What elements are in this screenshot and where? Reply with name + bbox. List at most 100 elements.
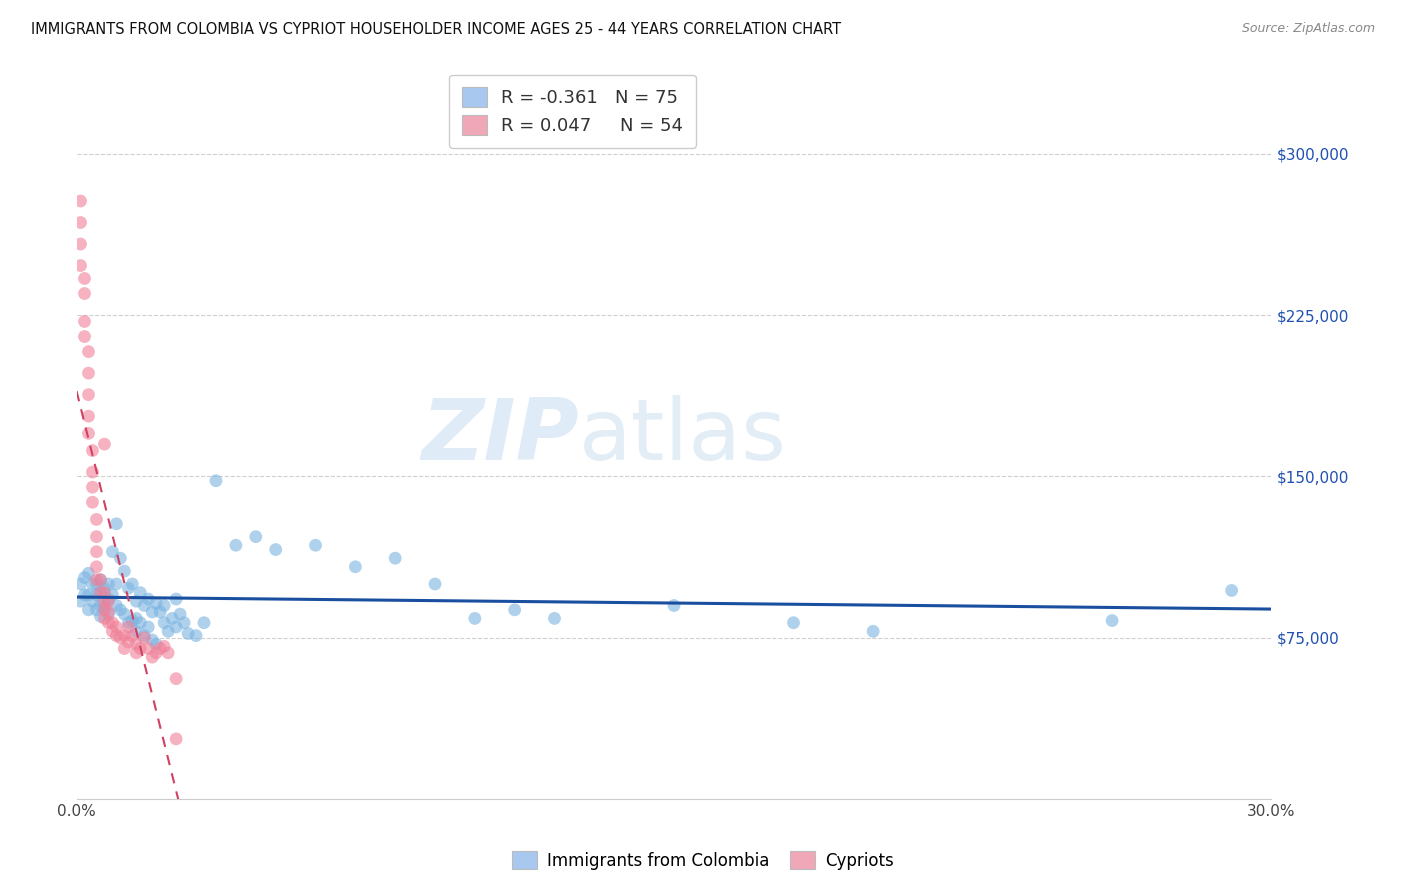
Point	[110, 551, 132, 566]
Point	[69, 577, 91, 591]
Point	[423, 577, 446, 591]
Point	[141, 650, 163, 665]
Point	[145, 646, 167, 660]
Point	[136, 620, 159, 634]
Point	[101, 545, 124, 559]
Point	[503, 603, 526, 617]
Point	[77, 426, 100, 441]
Point	[93, 585, 115, 599]
Point	[165, 592, 187, 607]
Point	[134, 629, 156, 643]
Point	[117, 615, 139, 630]
Point	[782, 615, 804, 630]
Point	[105, 629, 128, 643]
Point	[73, 314, 96, 328]
Point	[89, 609, 111, 624]
Point	[86, 573, 108, 587]
Point	[117, 582, 139, 596]
Point	[169, 607, 191, 621]
Legend: R = -0.361   N = 75, R = 0.047     N = 54: R = -0.361 N = 75, R = 0.047 N = 54	[449, 75, 696, 148]
Point	[121, 629, 143, 643]
Point	[862, 624, 884, 639]
Point	[82, 495, 104, 509]
Text: atlas: atlas	[578, 394, 786, 477]
Point	[105, 599, 128, 613]
Point	[121, 614, 143, 628]
Point	[73, 329, 96, 343]
Point	[245, 530, 267, 544]
Point	[110, 603, 132, 617]
Point	[93, 611, 115, 625]
Point	[69, 215, 91, 229]
Point	[153, 599, 176, 613]
Point	[1101, 614, 1123, 628]
Text: ZIP: ZIP	[420, 394, 578, 477]
Point	[77, 588, 100, 602]
Point	[69, 594, 91, 608]
Point	[125, 611, 148, 625]
Point	[101, 588, 124, 602]
Point	[173, 615, 195, 630]
Point	[73, 271, 96, 285]
Point	[69, 194, 91, 208]
Point	[177, 626, 200, 640]
Point	[69, 237, 91, 252]
Point	[160, 611, 183, 625]
Point	[82, 480, 104, 494]
Point	[134, 631, 156, 645]
Point	[205, 474, 228, 488]
Point	[82, 465, 104, 479]
Point	[165, 620, 187, 634]
Point	[77, 566, 100, 581]
Point	[86, 530, 108, 544]
Point	[101, 615, 124, 630]
Point	[225, 538, 247, 552]
Point	[193, 615, 215, 630]
Point	[384, 551, 406, 566]
Point	[112, 641, 135, 656]
Point	[93, 599, 115, 613]
Point	[464, 611, 486, 625]
Point	[136, 592, 159, 607]
Point	[149, 605, 172, 619]
Point	[86, 559, 108, 574]
Point	[121, 577, 143, 591]
Point	[82, 443, 104, 458]
Point	[86, 588, 108, 602]
Point	[86, 577, 108, 591]
Point	[93, 437, 115, 451]
Point	[153, 615, 176, 630]
Point	[82, 577, 104, 591]
Point	[112, 564, 135, 578]
Point	[304, 538, 326, 552]
Point	[77, 409, 100, 424]
Legend: Immigrants from Colombia, Cypriots: Immigrants from Colombia, Cypriots	[506, 845, 900, 877]
Point	[264, 542, 287, 557]
Point	[125, 594, 148, 608]
Point	[145, 637, 167, 651]
Point	[125, 624, 148, 639]
Point	[97, 605, 120, 619]
Point	[662, 599, 685, 613]
Point	[129, 641, 152, 656]
Point	[77, 603, 100, 617]
Point	[97, 594, 120, 608]
Point	[89, 585, 111, 599]
Point	[69, 259, 91, 273]
Point	[105, 516, 128, 531]
Point	[110, 631, 132, 645]
Point	[117, 620, 139, 634]
Point	[97, 592, 120, 607]
Point	[1220, 583, 1243, 598]
Point	[153, 640, 176, 654]
Point	[89, 573, 111, 587]
Point	[112, 607, 135, 621]
Point	[112, 629, 135, 643]
Point	[77, 387, 100, 401]
Point	[73, 286, 96, 301]
Point	[136, 641, 159, 656]
Point	[77, 366, 100, 380]
Text: Source: ZipAtlas.com: Source: ZipAtlas.com	[1241, 22, 1375, 36]
Point	[101, 624, 124, 639]
Point	[149, 641, 172, 656]
